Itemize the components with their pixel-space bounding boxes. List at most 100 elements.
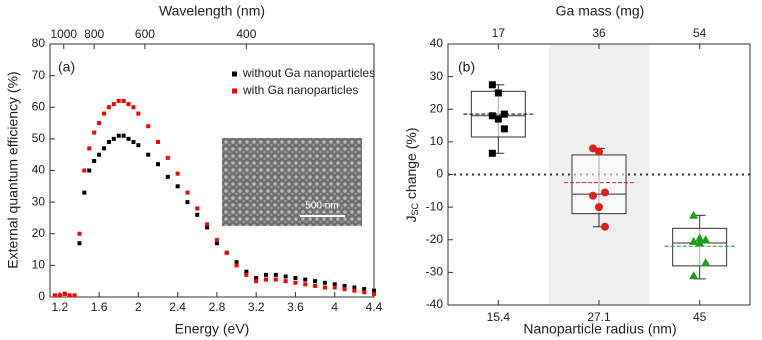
- data-point: [117, 99, 121, 103]
- data-point: [82, 191, 86, 195]
- x2-tick-label: 36: [592, 26, 606, 40]
- data-point: [156, 162, 160, 166]
- y-tick-label: 80: [32, 36, 46, 50]
- data-point: [156, 140, 160, 144]
- x-tick-label: 1.2: [51, 300, 68, 314]
- y-label-rest: change (%): [403, 128, 419, 203]
- data-point: [97, 121, 101, 125]
- y-tick-label: 30: [430, 69, 444, 83]
- data-point: [601, 188, 609, 196]
- data-point: [264, 278, 268, 282]
- data-point: [595, 203, 603, 211]
- data-point: [225, 251, 229, 255]
- x-axis-label: Energy (eV): [175, 321, 250, 337]
- data-point: [293, 281, 297, 285]
- x-tick-label: 15.4: [487, 310, 511, 324]
- data-point: [274, 273, 278, 277]
- y-tick-label: 20: [32, 226, 46, 240]
- data-point: [87, 169, 91, 173]
- data-point: [117, 134, 121, 138]
- data-point: [313, 279, 317, 283]
- x-tick-label: 2.4: [169, 300, 186, 314]
- y-tick-label: 0: [436, 167, 443, 181]
- x2-tick-label: 1000: [50, 27, 77, 41]
- x2-tick-label: 600: [135, 27, 155, 41]
- x2-axis-label: Ga mass (mg): [556, 3, 645, 19]
- data-point: [601, 223, 609, 231]
- panel-label: (b): [458, 59, 475, 75]
- data-point: [352, 289, 356, 293]
- data-point: [489, 112, 496, 119]
- data-point: [333, 286, 337, 290]
- x-tick-label: 27.1: [587, 310, 611, 324]
- data-point: [195, 213, 199, 217]
- y-tick-label: 40: [430, 36, 444, 50]
- y-axis-label: JSC change (%): [403, 128, 421, 223]
- y-tick-label: 30: [32, 194, 46, 208]
- data-point: [185, 191, 189, 195]
- data-point: [53, 293, 57, 297]
- data-point: [166, 175, 170, 179]
- data-point: [112, 102, 116, 106]
- data-point: [489, 150, 496, 157]
- data-point: [284, 274, 288, 278]
- x-tick-label: 3.6: [287, 300, 304, 314]
- data-point: [107, 140, 111, 144]
- data-point: [303, 278, 307, 282]
- data-point: [77, 241, 81, 245]
- data-point: [501, 125, 508, 132]
- x-tick-label: 4: [331, 300, 338, 314]
- data-point: [176, 172, 180, 176]
- legend-marker: [232, 72, 237, 77]
- data-point: [323, 286, 327, 290]
- x-tick-label: 2.8: [209, 300, 226, 314]
- data-point: [63, 292, 67, 296]
- data-point: [264, 273, 268, 277]
- data-point: [323, 281, 327, 285]
- data-point: [595, 148, 603, 156]
- box: [471, 91, 525, 137]
- data-point: [205, 222, 209, 226]
- data-point: [122, 99, 126, 103]
- x2-tick-label: 17: [492, 26, 506, 40]
- data-point: [343, 287, 347, 291]
- y-tick-label: 60: [32, 99, 46, 113]
- y-label-sub: SC: [410, 202, 420, 215]
- y-axis-label: External quantum efficiency (%): [5, 71, 21, 268]
- data-point: [127, 102, 131, 106]
- y-tick-label: -30: [426, 265, 444, 279]
- data-point: [82, 169, 86, 173]
- data-point: [102, 112, 106, 116]
- data-point: [122, 134, 126, 138]
- data-point: [235, 263, 239, 267]
- figure: Energy (eV) Wavelength (nm) External qua…: [0, 0, 762, 340]
- data-point: [102, 146, 106, 150]
- scale-label: 500 nm: [305, 201, 338, 212]
- data-point: [589, 192, 597, 200]
- data-point: [254, 279, 258, 283]
- data-point: [689, 271, 698, 279]
- data-point: [127, 137, 131, 141]
- data-point: [489, 81, 496, 88]
- data-point: [372, 292, 376, 296]
- data-point: [244, 273, 248, 277]
- data-point: [92, 159, 96, 163]
- y-tick-label: 20: [430, 101, 444, 115]
- data-point: [92, 131, 96, 135]
- y-tick-label: 10: [32, 258, 46, 272]
- data-point: [501, 111, 508, 118]
- x-tick-label: 45: [693, 310, 707, 324]
- data-point: [107, 105, 111, 109]
- data-point: [495, 89, 502, 96]
- data-point: [185, 200, 189, 204]
- data-point: [73, 293, 77, 297]
- data-point: [146, 153, 150, 157]
- legend-marker: [232, 89, 237, 94]
- x2-tick-label: 800: [84, 27, 104, 41]
- data-point: [362, 290, 366, 294]
- y-tick-label: 70: [32, 68, 46, 82]
- data-point: [146, 124, 150, 128]
- x-tick-label: 2: [135, 300, 142, 314]
- y-tick-label: -40: [426, 297, 444, 311]
- x-tick-label: 4.4: [366, 300, 383, 314]
